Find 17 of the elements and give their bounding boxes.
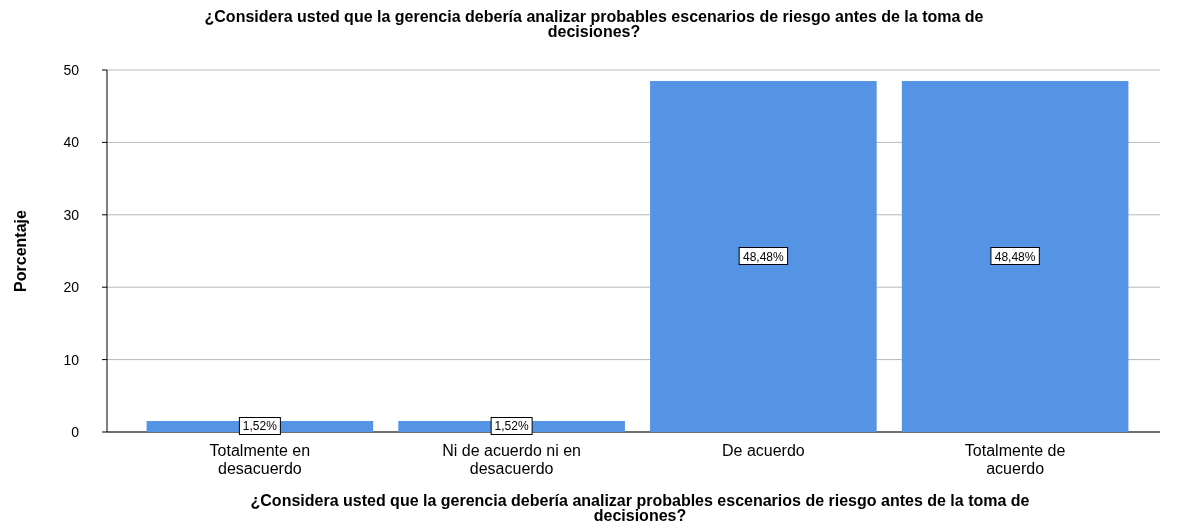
y-tick-label: 20 xyxy=(63,279,80,296)
x-axis-title: ¿Considera usted que la gerencia debería analizar probables escenarios de riesgo antes de la toma de decisiones? xyxy=(250,492,1030,524)
y-tick-label: 30 xyxy=(63,206,80,223)
y-tick-label: 10 xyxy=(63,351,80,368)
data-label: 48,48% xyxy=(743,249,785,264)
y-tick-label: 50 xyxy=(63,62,80,78)
x-tick-label: Totalmente en desacuerdo xyxy=(209,442,311,477)
data-label: 1,52% xyxy=(494,419,529,434)
data-label: 1,52% xyxy=(242,419,278,434)
x-tick-label: Totalmente de acuerdo xyxy=(964,442,1066,477)
chart-title: ¿Considera usted que la gerencia debería analizar probables escenarios de riesgo antes de la toma de decisiones? xyxy=(204,8,984,40)
x-tick-label: De acuerdo xyxy=(722,442,805,459)
data-label: 48,48% xyxy=(994,249,1036,264)
y-tick-label: 0 xyxy=(71,424,80,440)
x-tick-label: Ni de acuerdo ni en desacuerdo xyxy=(442,442,582,477)
y-tick-label: 40 xyxy=(63,134,80,151)
y-axis-title: Porcentaje xyxy=(12,209,29,292)
